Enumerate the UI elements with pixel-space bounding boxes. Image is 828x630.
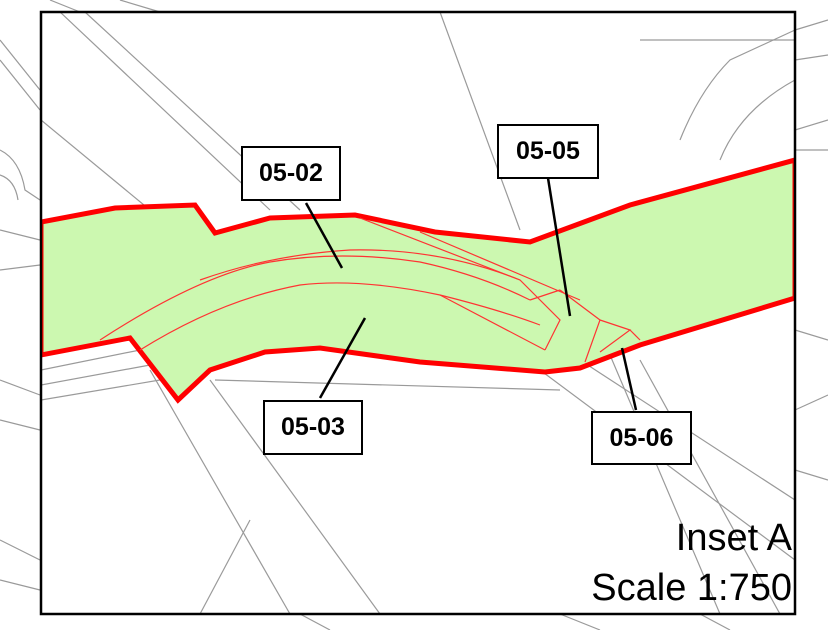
parcel-label-text: 05-06 [609,423,674,452]
leader-lines [304,177,638,411]
inset-title: Inset A [675,517,792,559]
corridor-boundary [41,157,795,404]
parcel-label-text: 05-03 [281,413,345,441]
leader-05-02 [304,202,344,269]
parcel-label-05-02[interactable]: 05-02 [241,146,341,201]
map-frame [39,10,797,616]
leader-05-06 [620,347,638,411]
inset-scale: Scale 1:750 [591,567,792,609]
leader-05-05 [546,177,572,317]
parcel-label-text: 05-05 [516,137,580,165]
parcel-label-05-06[interactable]: 05-06 [591,411,692,465]
parcel-label-05-03[interactable]: 05-03 [263,400,363,455]
parcel-label-text: 05-02 [259,159,323,187]
leader-05-03 [318,317,367,399]
parcel-lines [99,217,641,363]
parcel-label-05-05[interactable]: 05-05 [497,124,599,179]
